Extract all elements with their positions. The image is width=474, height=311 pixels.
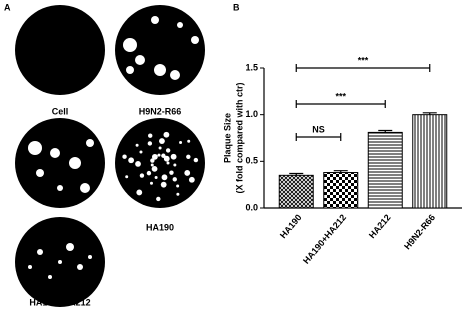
plaque xyxy=(186,154,191,159)
plaque xyxy=(48,275,52,279)
y-tick-label: 0.5 xyxy=(245,156,258,166)
plaque xyxy=(170,153,177,160)
plaque xyxy=(136,189,143,196)
plaque xyxy=(158,146,162,150)
bracket xyxy=(295,100,386,108)
plaque xyxy=(37,249,43,255)
plaque xyxy=(170,70,180,80)
plates xyxy=(15,5,205,307)
plaque xyxy=(163,131,170,138)
plaque xyxy=(88,255,92,259)
plaque xyxy=(149,181,153,185)
plaque xyxy=(179,141,183,145)
plate xyxy=(15,5,105,95)
annotation: NS xyxy=(312,124,325,134)
plaque xyxy=(69,157,81,169)
plaque xyxy=(151,16,159,24)
bar xyxy=(323,172,359,209)
plaque xyxy=(188,176,195,183)
y-tick-label: 1.5 xyxy=(245,62,258,72)
plaque xyxy=(173,163,177,167)
plaque xyxy=(157,153,161,157)
y-tick-label: 1.0 xyxy=(245,109,258,119)
plaque xyxy=(123,38,137,52)
bar xyxy=(278,174,314,209)
plaque xyxy=(165,148,171,153)
plaque xyxy=(122,154,127,159)
plaque xyxy=(193,157,199,163)
plaque xyxy=(163,155,170,162)
bracket xyxy=(295,133,342,141)
plaque xyxy=(50,148,60,158)
plaque xyxy=(187,139,191,143)
x-tick-label: HA190+HA212 xyxy=(301,212,348,265)
panel-label: A xyxy=(4,2,11,12)
plaque xyxy=(177,22,183,28)
annotation: *** xyxy=(335,91,346,101)
y-axis-label: (X fold compared with ctr) xyxy=(234,82,244,193)
plaque xyxy=(159,138,165,144)
plaque xyxy=(154,64,166,76)
plaque xyxy=(176,184,180,188)
plaque xyxy=(36,169,44,177)
plaque xyxy=(172,177,177,182)
plaque xyxy=(135,55,145,65)
plaque xyxy=(160,181,167,188)
plaque xyxy=(154,175,158,179)
error-bar xyxy=(422,112,437,115)
plaque xyxy=(161,153,166,158)
plaque xyxy=(161,174,168,181)
plaque xyxy=(58,260,62,264)
plaque xyxy=(77,264,83,270)
plaque xyxy=(166,161,170,165)
error-bar xyxy=(333,170,348,173)
bar xyxy=(412,114,448,209)
x-tick-label: HA190 xyxy=(278,212,304,240)
plaque xyxy=(139,173,145,178)
y-axis-label: Plaque Size xyxy=(222,113,232,163)
plaque xyxy=(156,196,161,202)
plaque xyxy=(184,170,191,176)
error-bar xyxy=(378,129,393,133)
plate xyxy=(15,118,105,208)
plaque xyxy=(57,185,63,191)
plaque xyxy=(151,165,158,172)
plaque xyxy=(135,160,141,167)
annotation: *** xyxy=(358,55,369,65)
plaque xyxy=(86,139,94,147)
plaque xyxy=(176,192,180,196)
plaque xyxy=(125,175,129,179)
plaque xyxy=(147,141,153,146)
plate xyxy=(115,118,205,208)
plaque xyxy=(148,133,153,138)
plate-label: HA190+HA212 xyxy=(29,297,90,307)
plaque xyxy=(126,66,134,74)
bar xyxy=(367,131,403,209)
error-bar xyxy=(289,172,304,176)
plate-label: HA190 xyxy=(146,222,174,232)
bracket xyxy=(295,64,431,72)
y-tick-label: 0.0 xyxy=(245,202,258,212)
plaque xyxy=(66,243,74,251)
plaque xyxy=(146,170,152,176)
plate xyxy=(115,5,205,95)
plaque xyxy=(128,157,135,164)
plaque xyxy=(80,183,90,193)
plaque xyxy=(28,265,32,269)
plate-label: Cell xyxy=(52,106,69,116)
plaque xyxy=(28,141,42,155)
x-tick-label: HA212 xyxy=(367,212,393,240)
x-tick-label: H9N2-R66 xyxy=(402,212,437,251)
plaque xyxy=(150,163,154,167)
plaque xyxy=(151,153,158,160)
plaque xyxy=(150,158,155,163)
panel-label: B xyxy=(233,2,240,12)
plate-label: H9N2-R66 xyxy=(139,106,182,116)
plaque xyxy=(191,36,199,44)
plate-label: HA212 xyxy=(46,222,74,232)
plaque xyxy=(139,150,143,154)
plaque xyxy=(135,143,139,147)
plaque xyxy=(169,170,174,175)
